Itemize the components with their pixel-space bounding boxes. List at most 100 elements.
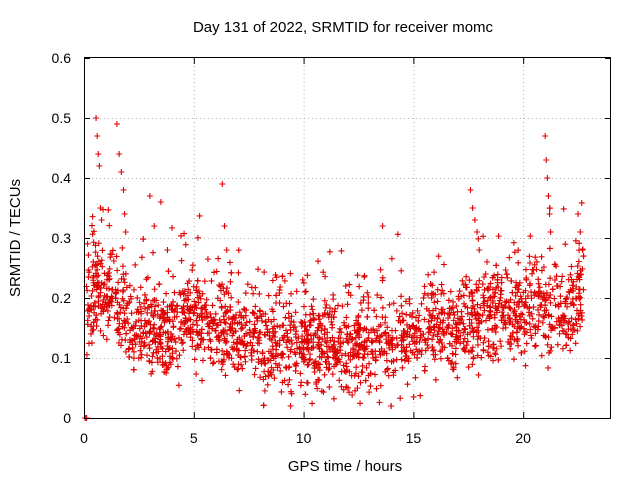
data-point [190, 283, 197, 290]
data-point [230, 361, 237, 368]
data-point [333, 349, 340, 356]
data-point [123, 284, 130, 291]
data-point [257, 374, 264, 381]
data-point [203, 296, 210, 303]
data-point [146, 358, 153, 365]
data-point [313, 380, 320, 387]
data-point [196, 212, 203, 219]
data-point [574, 327, 581, 334]
data-point [247, 339, 254, 346]
data-point [474, 341, 481, 348]
data-point [262, 310, 269, 317]
data-point [514, 336, 521, 343]
data-point [242, 347, 249, 354]
data-point [142, 305, 149, 312]
data-point [137, 347, 144, 354]
data-point [520, 316, 527, 323]
data-point [241, 353, 248, 360]
data-point [449, 350, 456, 357]
data-point [541, 307, 548, 314]
data-point [441, 344, 448, 351]
data-point [540, 332, 547, 339]
data-point [100, 281, 107, 288]
data-point [289, 340, 296, 347]
data-point [443, 329, 450, 336]
data-point [567, 300, 574, 307]
data-point [513, 312, 520, 319]
data-point [292, 323, 299, 330]
data-point [540, 264, 547, 271]
data-point [164, 247, 171, 253]
data-point [121, 279, 128, 286]
data-point [310, 332, 317, 339]
data-point [331, 338, 338, 345]
data-point [181, 230, 188, 237]
data-point [329, 324, 336, 331]
data-point [497, 338, 504, 345]
data-point [316, 335, 323, 342]
data-point [330, 395, 337, 402]
data-point [466, 316, 473, 323]
data-point [273, 299, 280, 306]
data-point [178, 232, 184, 239]
data-point [156, 281, 163, 288]
data-point [532, 330, 539, 337]
data-point [173, 313, 180, 320]
data-point [222, 320, 229, 327]
data-point [246, 318, 253, 325]
data-point [446, 305, 453, 312]
data-point [227, 326, 234, 333]
data-point [141, 291, 148, 298]
data-point [90, 239, 97, 246]
data-point [493, 345, 500, 352]
data-point [470, 302, 477, 309]
data-point [483, 317, 490, 324]
data-point [372, 354, 379, 361]
data-point [406, 341, 413, 348]
data-point [255, 356, 262, 363]
data-point [136, 325, 143, 332]
data-point [253, 314, 260, 321]
data-point [512, 292, 519, 299]
data-point [330, 354, 337, 361]
data-point [212, 310, 219, 317]
data-point [128, 295, 135, 302]
data-point [209, 302, 216, 309]
data-point [174, 363, 181, 370]
data-point [288, 313, 295, 320]
data-point [189, 267, 196, 274]
data-point [136, 299, 143, 306]
x-tick-label: 0 [80, 430, 88, 446]
data-point [228, 294, 235, 301]
data-point [102, 299, 109, 306]
data-point [515, 286, 522, 293]
data-point [283, 364, 290, 371]
data-point [341, 319, 348, 326]
data-point [143, 334, 150, 341]
data-point [94, 316, 101, 323]
data-point [432, 376, 439, 383]
data-point [376, 399, 383, 406]
data-point [135, 309, 142, 316]
data-point [321, 331, 328, 338]
data-point [350, 345, 357, 352]
data-point [503, 271, 510, 278]
data-point [538, 267, 545, 274]
x-tick-label: 5 [190, 430, 198, 446]
data-point [464, 331, 471, 338]
data-point [574, 263, 581, 270]
data-point [440, 290, 447, 297]
data-point [578, 199, 585, 206]
data-point [462, 303, 469, 310]
data-point [317, 320, 324, 327]
data-point [304, 272, 311, 279]
data-point [92, 262, 99, 269]
data-point [194, 294, 201, 301]
data-point [144, 352, 151, 359]
data-point [577, 229, 584, 235]
data-point [518, 310, 525, 317]
data-point [579, 316, 586, 323]
data-point [465, 364, 472, 371]
data-point [538, 253, 545, 260]
